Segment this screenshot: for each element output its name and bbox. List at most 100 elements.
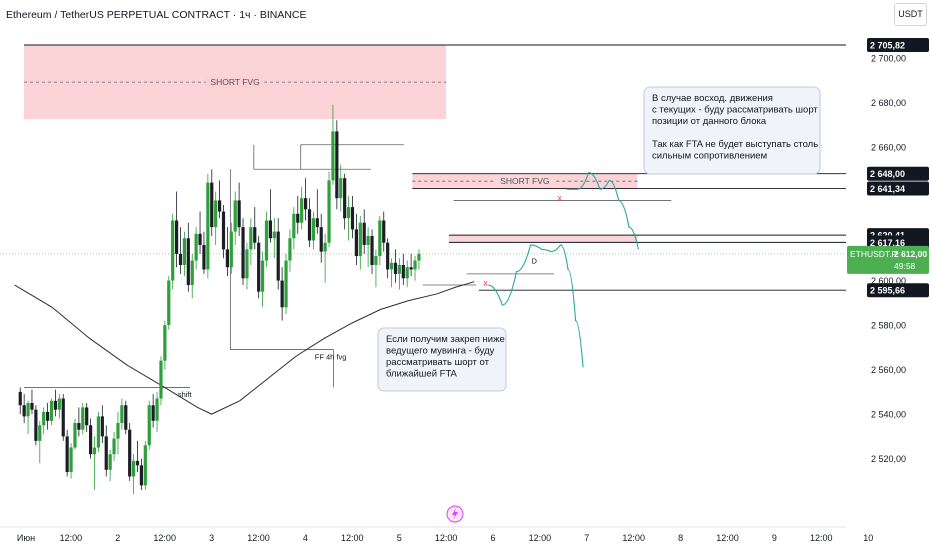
callout-line: с текущих - буду рассматривать шорт: [652, 105, 818, 116]
currency-button[interactable]: USDT: [894, 3, 927, 26]
candle-body: [300, 198, 304, 223]
x-tick-label: Июн: [17, 533, 35, 543]
candle-body: [268, 220, 273, 239]
candle-body: [276, 231, 280, 281]
x-tick-label: 12:00: [529, 533, 552, 543]
candle-body: [85, 407, 89, 426]
price-label: 2 595,66: [870, 286, 905, 296]
candle-body: [323, 242, 327, 252]
candle-body: [73, 423, 77, 448]
candle-body: [96, 416, 101, 448]
x-marker: x: [557, 193, 562, 203]
y-tick-label: 2 540,00: [871, 410, 906, 420]
callout-line: сильным сопротивлением: [652, 151, 767, 162]
candle-body: [61, 398, 65, 437]
candle-body: [108, 454, 112, 470]
fvg-label-background: [205, 76, 265, 89]
candle-body: [77, 423, 81, 430]
candle-body: [198, 233, 202, 245]
candle-body: [303, 198, 308, 210]
price-label: 2 617,16: [870, 238, 905, 248]
candle-body: [335, 131, 339, 199]
candle-body: [346, 207, 351, 219]
callout-line: ведущего мувинга - буду: [386, 346, 495, 357]
x-tick-label: 10: [863, 533, 873, 543]
x-tick-label: 12:00: [435, 533, 458, 543]
candle-body: [53, 400, 58, 410]
price-label-background: [867, 283, 929, 298]
candle-body: [272, 231, 276, 239]
candle-body: [104, 436, 108, 470]
candle-body: [245, 249, 249, 279]
callout-box: [643, 86, 821, 175]
candle-body: [174, 220, 179, 254]
candle-body: [233, 200, 237, 232]
price-axis-background: [846, 0, 932, 550]
candle-body: [315, 218, 319, 228]
candle-body: [307, 209, 312, 241]
candle-body: [139, 465, 144, 486]
callout-line: позиции от данного блока: [652, 116, 767, 127]
y-tick-label: 2 600,00: [871, 276, 906, 286]
candle-body: [163, 325, 167, 361]
lightning-icon-glyph: [452, 508, 458, 520]
x-tick-label: 9: [772, 533, 777, 543]
candle-body: [253, 227, 257, 243]
candle-body: [112, 438, 116, 455]
candle-body: [143, 445, 147, 486]
candle-body: [389, 262, 394, 270]
candle-body: [151, 405, 155, 421]
callout-line: ближайшей FTA: [386, 369, 458, 380]
candle-body: [311, 218, 315, 241]
candle-body: [225, 249, 230, 268]
candle-body: [26, 403, 30, 417]
zones-layer: SHORT FVG SHORT FVG: [24, 45, 638, 243]
candle-body: [38, 425, 42, 441]
candle-body: [57, 398, 61, 410]
candle-body: [350, 207, 355, 230]
x-tick-label: 12:00: [247, 533, 270, 543]
projection-path: [488, 244, 584, 368]
fvg-label-background: [495, 175, 555, 188]
candle-body: [30, 403, 34, 410]
candle-body: [229, 231, 233, 268]
x-tick-label: 3: [209, 533, 214, 543]
x-tick-label: 12:00: [622, 533, 645, 543]
y-tick-label: 2 700,00: [871, 53, 906, 63]
candle-body: [386, 242, 390, 270]
candle-body: [128, 429, 132, 477]
x-tick-label: 12:00: [153, 533, 176, 543]
symbol-tag-background: [847, 245, 929, 274]
chart-annotation-label: D: [531, 257, 537, 266]
candle-body: [120, 405, 124, 424]
candle-body: [319, 227, 323, 252]
price-label: 2 705,82: [870, 41, 905, 51]
candle-body: [241, 227, 245, 279]
candle-body: [405, 267, 409, 279]
candle-body: [22, 405, 26, 417]
symbol-label: ETHUSDT.P: [850, 249, 898, 259]
chart-annotation-label: shift: [178, 390, 193, 399]
candle-body: [249, 227, 253, 250]
candle-body: [288, 238, 292, 261]
candle-body: [210, 182, 214, 228]
x-tick-label: 7: [584, 533, 589, 543]
fvg-label: SHORT FVG: [500, 176, 549, 186]
candle-body: [214, 200, 218, 228]
candle-body: [69, 447, 73, 473]
candle-body: [202, 244, 206, 270]
candle-body: [49, 400, 54, 421]
candles-layer: [18, 104, 421, 495]
moving-average-line: [14, 281, 475, 415]
price-label-background: [867, 38, 929, 52]
candle-body: [413, 260, 417, 270]
candle-body: [42, 411, 46, 426]
price-label-background: [867, 181, 929, 196]
candle-body: [186, 238, 190, 286]
candle-body: [296, 213, 300, 223]
candle-body: [366, 236, 370, 245]
candle-body: [284, 260, 288, 308]
